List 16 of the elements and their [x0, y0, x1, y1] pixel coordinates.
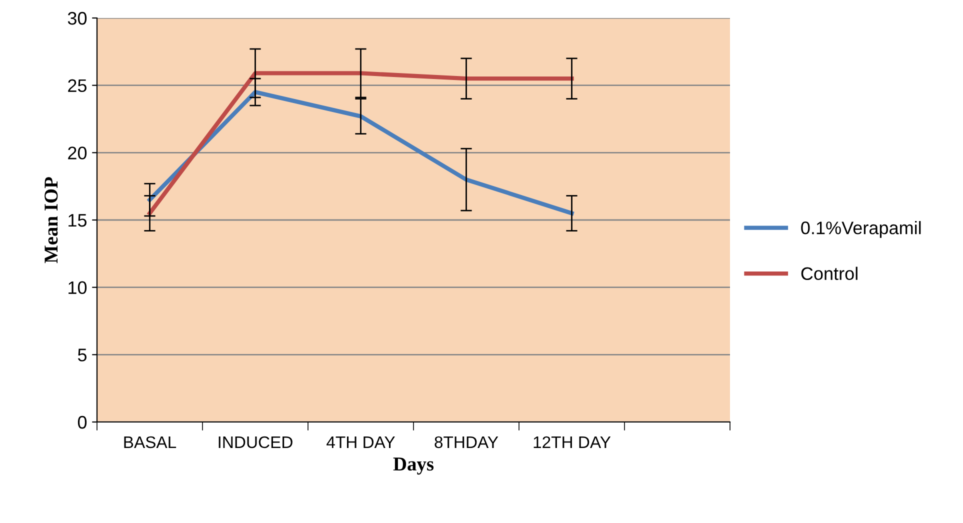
- legend-label: Control: [801, 266, 858, 280]
- y-tick-label: 30: [68, 12, 87, 25]
- x-axis-title: Days: [393, 458, 434, 475]
- x-tick-label: 4TH DAY: [326, 436, 395, 448]
- x-tick-label: 8THDAY: [434, 436, 498, 448]
- x-tick-label: INDUCED: [218, 436, 292, 448]
- y-tick-label: 0: [78, 416, 87, 429]
- y-tick-label: 10: [68, 281, 87, 294]
- y-tick-label: 15: [68, 214, 87, 227]
- y-tick-label: 20: [68, 146, 87, 160]
- legend-label: 0.1%Verapamil: [801, 221, 921, 238]
- y-tick-label: 25: [68, 79, 87, 92]
- y-tick-label: 5: [78, 348, 87, 362]
- x-tick-label: 12TH DAY: [534, 436, 611, 448]
- x-tick-label: BASAL: [124, 436, 176, 448]
- y-axis-title: Mean IOP: [44, 177, 58, 264]
